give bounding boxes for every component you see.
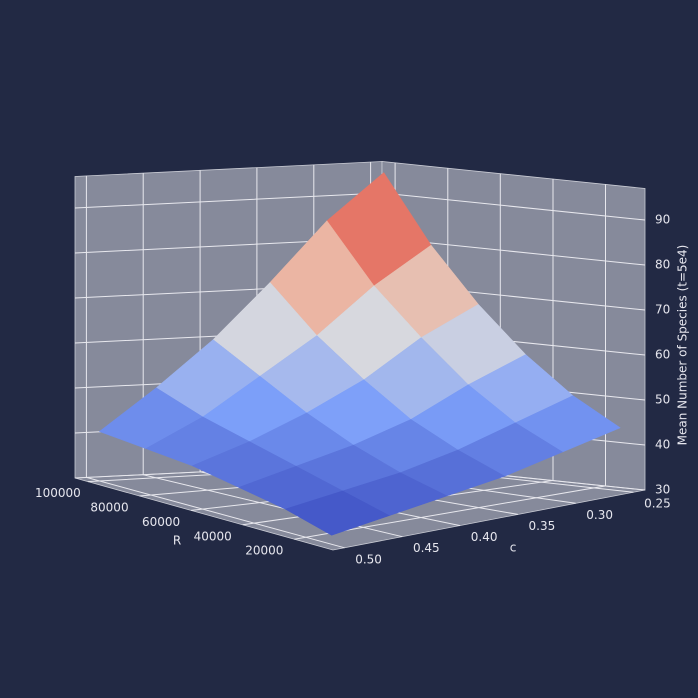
z-tick-label: 60 bbox=[655, 348, 670, 362]
grid-line bbox=[85, 175, 345, 549]
z-tick-label: 30 bbox=[655, 483, 670, 497]
z-tick-label: 90 bbox=[655, 213, 670, 227]
y-tick-label: 0.30 bbox=[586, 508, 613, 522]
y-tick-label: 0.50 bbox=[355, 552, 382, 566]
x-tick-label: 80000 bbox=[90, 501, 128, 515]
grid-line bbox=[294, 184, 606, 540]
y-tick-label: 0.40 bbox=[471, 530, 498, 544]
x-tick-label: 20000 bbox=[245, 544, 283, 558]
z-tick-label: 70 bbox=[655, 303, 670, 317]
x-axis-label: R bbox=[173, 534, 181, 548]
z-axis-label: Mean Number of Species (t=5e4) bbox=[676, 245, 690, 446]
z-tick-label: 40 bbox=[655, 438, 670, 452]
y-axis-label: c bbox=[510, 541, 517, 555]
y-tick-label: 0.35 bbox=[529, 519, 556, 533]
x-tick-label: 40000 bbox=[194, 529, 232, 543]
surface-face bbox=[284, 490, 391, 536]
x-tick-label: 100000 bbox=[35, 486, 81, 500]
z-tick-label: 50 bbox=[655, 393, 670, 407]
y-tick-label: 0.45 bbox=[413, 541, 440, 555]
y-tick-label: 0.25 bbox=[644, 497, 671, 511]
z-tick-label: 80 bbox=[655, 258, 670, 272]
x-tick-label: 60000 bbox=[142, 515, 180, 529]
